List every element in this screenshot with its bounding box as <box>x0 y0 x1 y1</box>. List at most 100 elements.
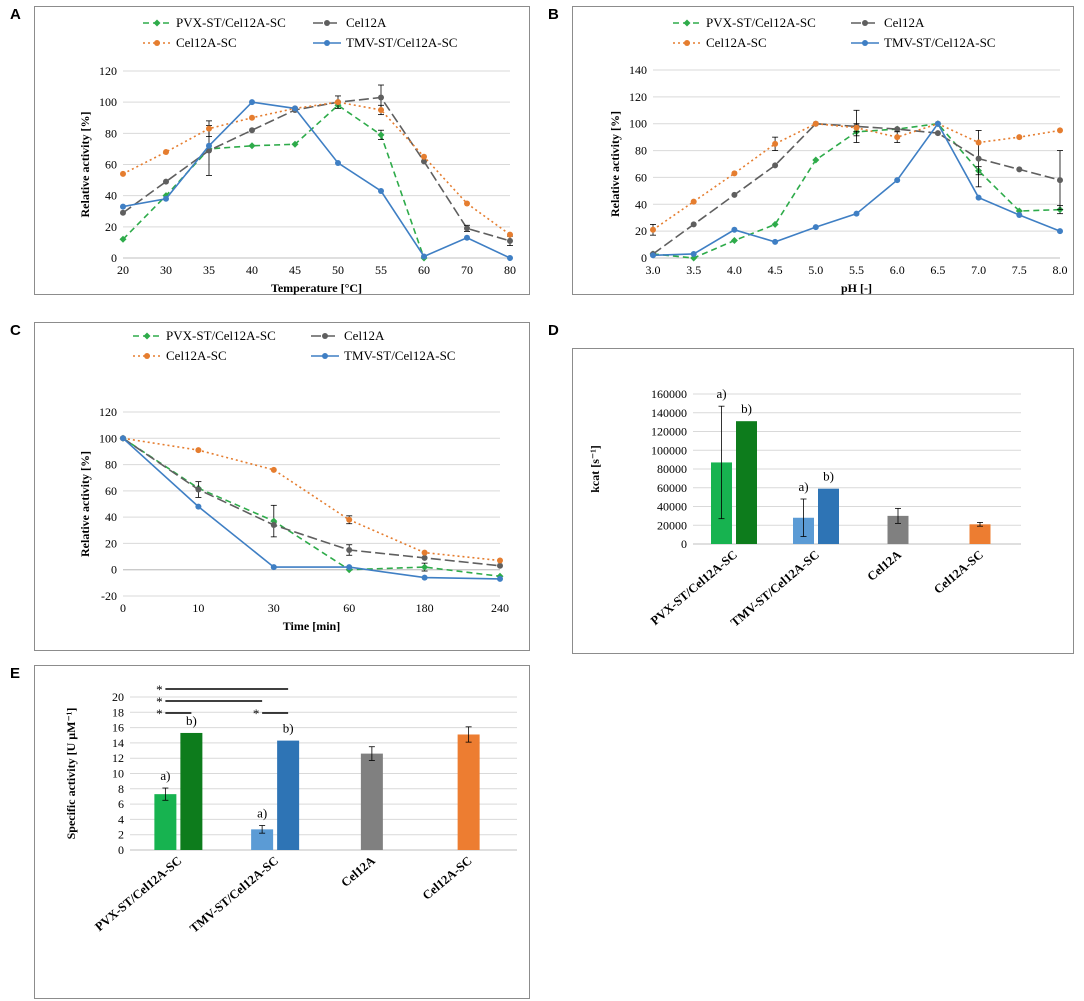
legend-label-tmv: TMV-ST/Cel12A-SC <box>346 35 457 50</box>
chart-b-frame: 0 20 40 60 80 100 120 140 3.0 3.5 4.0 4.5 5.0 5.5 6.0 6… <box>572 6 1074 295</box>
y-tick-label: 6 <box>118 797 124 811</box>
series-line-tmv <box>652 122 1061 257</box>
data-point-pvx <box>248 142 256 150</box>
y-axis-title: Relative activity [%] <box>608 111 622 217</box>
data-point-tmv <box>195 503 202 510</box>
data-point-cel12asc <box>206 125 212 132</box>
data-point-tmv <box>120 203 126 210</box>
legend-label-tmv: TMV-ST/Cel12A-SC <box>884 35 995 50</box>
x-tick-label: 70 <box>461 263 473 277</box>
data-point-cel12a <box>1057 177 1063 184</box>
legend-label-pvx: PVX-ST/Cel12A-SC <box>706 15 816 30</box>
panel-letter-e: E <box>10 665 21 682</box>
legend-label-tmv: TMV-ST/Cel12A-SC <box>344 348 455 363</box>
y-tick-label: 10 <box>112 767 124 781</box>
series-line-cel12a <box>652 122 1061 255</box>
legend-label-pvx: PVX-ST/Cel12A-SC <box>166 328 276 343</box>
data-point-cel12asc <box>975 139 982 146</box>
y-tick-label: 40000 <box>657 500 687 514</box>
data-point-cel12a <box>206 147 212 154</box>
y-tick-label: 4 <box>118 812 124 826</box>
y-tick-label: 100 <box>629 117 647 131</box>
x-tick-label: 240 <box>491 601 509 615</box>
x-tick-label: 7.0 <box>971 263 986 277</box>
group-label: Cel12A-SC <box>931 548 986 597</box>
x-tick-label: 40 <box>246 263 258 277</box>
data-point-tmv <box>421 253 427 260</box>
y-tick-label: 60 <box>105 484 117 498</box>
data-point-tmv <box>163 195 169 202</box>
y-tick-label: 160000 <box>651 387 687 401</box>
chart-b-svg: 0 20 40 60 80 100 120 140 3.0 3.5 4.0 4.5 5.0 5.5 6.0 6… <box>608 15 1068 295</box>
data-point-tmv <box>249 99 255 106</box>
data-point-cel12a <box>421 158 427 165</box>
data-point-cel12asc <box>894 134 901 141</box>
data-point-cel12a <box>772 162 779 169</box>
x-axis-title: Temperature [°C] <box>271 281 362 295</box>
data-point-cel12a <box>731 191 738 198</box>
legend-marker-tmv <box>862 40 868 46</box>
x-tick-label: 20 <box>117 263 129 277</box>
data-point-cel12asc <box>690 198 697 205</box>
group-label: Cel12A-SC <box>420 854 475 903</box>
series-line-tmv <box>122 101 511 259</box>
x-axis-title: Time [min] <box>283 619 340 633</box>
bar-orange_bar <box>969 524 991 544</box>
data-point-cel12a <box>894 126 901 133</box>
chart-d-frame: 0 20000 40000 60000 80000 100000 120000 140000 1… <box>572 348 1074 654</box>
data-point-tmv <box>464 234 470 241</box>
data-point-cel12asc <box>421 549 428 556</box>
y-tick-label: 40 <box>105 189 117 203</box>
group-label: TMV-ST/Cel12A-SC <box>187 854 281 936</box>
y-tick-label: 60000 <box>657 481 687 495</box>
x-tick-label: 60 <box>343 601 355 615</box>
data-point-tmv <box>292 105 298 112</box>
x-tick-label: 50 <box>332 263 344 277</box>
legend-marker-pvx <box>143 332 151 340</box>
y-tick-label: 40 <box>635 197 647 211</box>
bar-tmv_dark <box>818 488 839 544</box>
data-point-cel12asc <box>853 124 860 131</box>
legend-marker-cel12a <box>324 20 330 26</box>
data-point-cel12a <box>934 130 941 137</box>
panel-letter-d: D <box>548 322 559 339</box>
series-line-pvx <box>122 104 425 259</box>
data-point-cel12a <box>421 554 428 561</box>
y-tick-label: 140 <box>629 63 647 77</box>
y-tick-label: 80000 <box>657 462 687 476</box>
legend-marker-pvx <box>153 19 161 27</box>
x-tick-label: 8.0 <box>1053 263 1068 277</box>
group-label: Cel12A <box>338 854 377 890</box>
x-tick-label: 6.5 <box>930 263 945 277</box>
data-point-cel12asc <box>346 516 353 523</box>
group-label: TMV-ST/Cel12A-SC <box>728 548 822 630</box>
x-tick-label: 45 <box>289 263 301 277</box>
data-point-cel12asc <box>335 99 341 106</box>
x-tick-label: 30 <box>160 263 172 277</box>
bar-annotation: b) <box>283 721 294 736</box>
data-point-tmv <box>934 120 941 127</box>
data-point-cel12a <box>497 562 503 569</box>
y-tick-label: 80 <box>105 458 117 472</box>
data-point-tmv <box>650 252 656 259</box>
group-label: PVX-ST/Cel12A-SC <box>92 854 184 934</box>
y-tick-label: 100000 <box>651 443 687 457</box>
data-point-cel12a <box>464 225 470 232</box>
y-tick-label: 20 <box>105 536 117 550</box>
series-line-cel12a <box>122 96 511 242</box>
y-tick-label: 18 <box>112 705 124 719</box>
data-point-tmv <box>731 226 738 233</box>
data-point-cel12a <box>346 547 353 553</box>
bar-annotation: a) <box>257 806 267 821</box>
legend-label-cel12a: Cel12A <box>346 15 387 30</box>
data-point-tmv <box>378 187 384 194</box>
data-point-cel12asc <box>195 447 202 454</box>
data-point-tmv <box>690 250 697 257</box>
data-point-pvx <box>812 156 820 164</box>
series-line-cel12asc <box>122 437 501 562</box>
legend-label-cel12asc: Cel12A-SC <box>166 348 227 363</box>
chart-a-frame: 0 20 40 60 80 100 120 20 30 35 40 45 50 55 60 70 80 Tempe… <box>34 6 530 295</box>
